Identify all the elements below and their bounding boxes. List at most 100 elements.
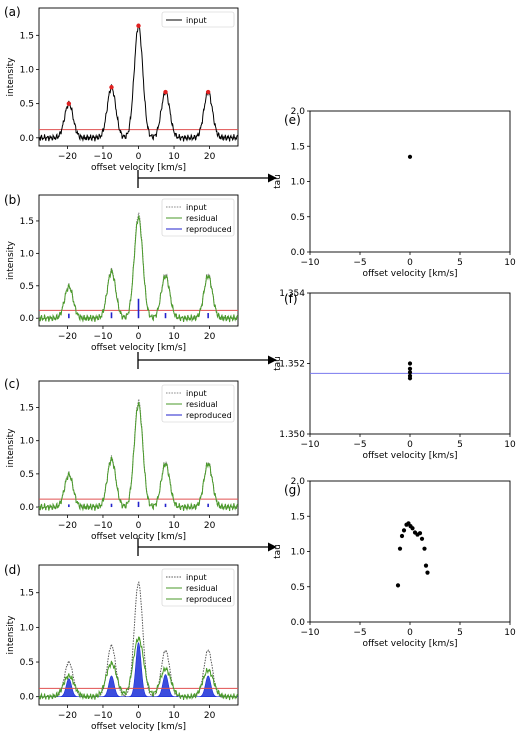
- plot-frame: [309, 480, 511, 623]
- y-tick-label: 0.5: [20, 470, 34, 480]
- y-tick-label: 1.5: [20, 31, 34, 41]
- legend-label-residual: residual: [186, 214, 218, 223]
- plot-frame: [309, 110, 511, 253]
- y-tick-label: 0.5: [20, 282, 34, 292]
- y-tick-label: 0.0: [20, 503, 35, 513]
- peak-marker: [205, 89, 211, 95]
- y-tick-label: 1.350: [279, 430, 305, 440]
- scatter-point: [407, 154, 413, 159]
- y-axis-label: tau: [273, 544, 283, 559]
- legend-label-reproduced: reproduced: [186, 595, 232, 604]
- y-tick-label: 2.0: [291, 477, 306, 487]
- x-tick-label: 20: [204, 711, 216, 721]
- x-tick-label: −10: [301, 258, 320, 268]
- scatter-point: [407, 376, 413, 381]
- scatter-point: [419, 536, 425, 541]
- x-tick-label: 0: [407, 440, 413, 450]
- y-axis-label: intensity: [6, 428, 16, 468]
- scatter-point: [417, 531, 423, 536]
- y-tick-label: 0.5: [20, 658, 34, 668]
- x-tick-label: 0: [407, 628, 413, 638]
- y-tick-label: 1.352: [279, 360, 305, 370]
- x-axis-label: offset velocity [km/s]: [91, 722, 186, 731]
- panel-label: (a): [4, 5, 21, 19]
- x-tick-label: 10: [504, 258, 516, 268]
- series-residual: [38, 636, 239, 701]
- series-residual: [38, 401, 239, 512]
- x-tick-label: 0: [407, 258, 413, 268]
- scatter-point: [401, 528, 407, 533]
- panel-g: −10 −5 0 5 10 0.0 0.5 1.0 1.5 2.0 offset velocity …: [273, 477, 516, 649]
- legend-label-reproduced: reproduced: [186, 411, 232, 420]
- x-axis-label: offset velocity [km/s]: [362, 639, 457, 649]
- panel-label: (f): [284, 292, 298, 306]
- x-axis-label: offset velocity [km/s]: [91, 532, 186, 542]
- y-tick-label: 1.5: [20, 404, 34, 414]
- panel-a: −20 −10 0 10 20 0.0 0.5 1.0 1.5 offset velocity […: [4, 5, 239, 173]
- y-tick-label: 0.0: [20, 134, 35, 144]
- y-tick-label: 1.5: [20, 589, 34, 599]
- legend-box: [161, 384, 235, 423]
- panel-label: (e): [284, 113, 301, 127]
- x-tick-label: −10: [301, 440, 320, 450]
- panel-label: (g): [284, 483, 301, 497]
- y-tick-label: 0.0: [291, 618, 306, 628]
- peak-marker: [66, 101, 72, 106]
- x-axis-label: offset velocity [km/s]: [362, 451, 457, 461]
- scatter-point: [397, 546, 403, 551]
- x-tick-label: −5: [353, 440, 366, 450]
- x-tick-label: 10: [168, 521, 180, 531]
- x-tick-label: 10: [504, 440, 516, 450]
- x-tick-label: −10: [93, 711, 112, 721]
- panel-label: (d): [4, 563, 21, 577]
- panel-f: −10 −5 0 5 10 1.350 1.352 1.354 offset velocity …: [273, 289, 516, 461]
- y-tick-label: 0.5: [20, 100, 34, 110]
- panel-d: −20 −10 0 10 20 0.0 0.5 1.0 1.5 offset velocity […: [4, 563, 239, 731]
- legend-box: [161, 568, 235, 607]
- series-residual: [38, 215, 239, 323]
- series-reproduced: [38, 642, 239, 697]
- x-tick-label: −5: [353, 258, 366, 268]
- legend-label-residual: residual: [186, 584, 218, 593]
- scatter-point: [399, 533, 405, 539]
- y-tick-label: 1.5: [291, 142, 305, 152]
- x-tick-label: 5: [457, 440, 463, 450]
- panel-c: −20 −10 0 10 20 0.0 0.5 1.0 1.5 offset velocity […: [4, 377, 239, 542]
- y-tick-label: 1.0: [291, 178, 306, 188]
- x-tick-label: −20: [58, 521, 77, 531]
- x-tick-label: −20: [58, 711, 77, 721]
- legend-label-input: input: [186, 389, 207, 398]
- x-tick-label: −20: [58, 152, 77, 162]
- plot-frame: [38, 7, 239, 147]
- x-axis-label: offset velocity [km/s]: [91, 163, 186, 173]
- scatter-point: [422, 546, 427, 551]
- panel-b: −20 −10 0 10 20 0.0 0.5 1.0 1.5 offset velocity […: [4, 193, 239, 353]
- y-axis-label: intensity: [6, 615, 16, 655]
- scatter-point: [407, 361, 413, 366]
- y-tick-label: 1.0: [20, 437, 35, 447]
- x-tick-label: −10: [93, 152, 112, 162]
- legend-label-residual: residual: [186, 400, 218, 409]
- scatter-point: [423, 563, 429, 568]
- peak-marker: [136, 23, 141, 28]
- y-tick-label: 1.354: [279, 289, 305, 299]
- legend-label-input: input: [186, 573, 207, 582]
- x-tick-label: −10: [93, 332, 112, 342]
- x-tick-label: 5: [457, 628, 463, 638]
- y-tick-label: 0.5: [291, 213, 305, 223]
- y-tick-label: 0.0: [291, 248, 306, 258]
- x-tick-label: −5: [353, 628, 366, 638]
- scatter-point: [407, 370, 413, 375]
- panel-e: −10 −5 0 5 10 0.0 0.5 1.0 1.5 2.0 offset velocity …: [273, 107, 516, 279]
- x-tick-label: 10: [168, 152, 180, 162]
- legend-label-reproduced: reproduced: [186, 225, 232, 234]
- panel-label: (c): [4, 377, 20, 391]
- y-tick-label: 0.0: [20, 693, 35, 703]
- x-tick-label: 20: [204, 521, 216, 531]
- x-tick-label: 0: [136, 521, 142, 531]
- y-tick-label: 0.0: [20, 314, 35, 324]
- x-tick-label: 10: [168, 711, 180, 721]
- x-tick-label: 10: [504, 628, 516, 638]
- y-tick-label: 2.0: [291, 107, 306, 117]
